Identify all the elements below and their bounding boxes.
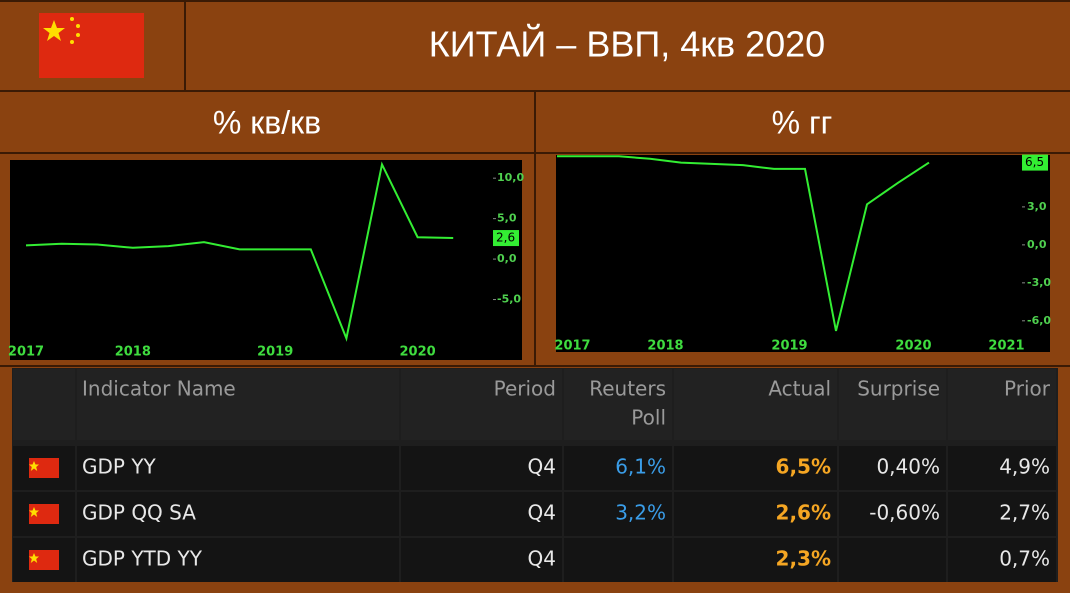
- line: [557, 155, 930, 332]
- y-tick-label: -6,0: [1027, 314, 1051, 327]
- column-header: Actual: [768, 377, 831, 401]
- x-tick-label: 2018: [115, 345, 151, 360]
- row-flag-star: [29, 553, 39, 563]
- frame: [0, 0, 1070, 367]
- column-header: Surprise: [857, 377, 940, 401]
- y-tick-label: 0,0: [1027, 238, 1047, 251]
- table-cell: [839, 492, 946, 536]
- header-cell: [13, 369, 75, 440]
- table-cell: [564, 446, 672, 490]
- chart-panel: [556, 155, 1050, 352]
- row-flag-star: [29, 461, 39, 471]
- x-tick-label: 2019: [257, 345, 293, 360]
- table-value: 0,40%: [876, 455, 940, 479]
- column-header: Poll: [631, 406, 666, 430]
- x-tick-label: 2017: [8, 345, 44, 360]
- y-tick-label: 5,0: [497, 212, 517, 225]
- table-cell: [564, 492, 672, 536]
- y-tick-label: -5,0: [497, 293, 521, 306]
- flag: [39, 13, 144, 78]
- value-label: 2,6: [496, 231, 515, 245]
- table-cell: [401, 446, 562, 490]
- chart-panel: [10, 160, 522, 360]
- table-cell: [77, 492, 399, 536]
- table-value: GDP YTD YY: [82, 547, 203, 571]
- header-cell: [839, 369, 946, 440]
- line: [25, 161, 454, 342]
- column-header: Period: [494, 377, 556, 401]
- header-cell: [77, 369, 399, 440]
- row-flag-star: [29, 507, 39, 517]
- table-value: Q4: [528, 501, 556, 525]
- x-tick-label: 2020: [400, 345, 436, 360]
- column-header: Indicator Name: [82, 377, 236, 401]
- header-cell: [564, 369, 672, 440]
- table-cell: [401, 538, 562, 582]
- table-cell: [674, 538, 837, 582]
- table-cell: [948, 538, 1056, 582]
- chart-title: % кв/кв: [213, 104, 321, 140]
- value-tag: [493, 230, 519, 247]
- table-cell: [77, 538, 399, 582]
- header-cell: [948, 369, 1056, 440]
- table-value: Q4: [528, 547, 556, 571]
- y-tick-label: 3,0: [1027, 200, 1047, 213]
- table-cell: [564, 538, 672, 582]
- table: Indicator Name Period Reuters Poll Actual Sur…: [13, 369, 1056, 582]
- x-tick-label: 2017: [554, 339, 590, 354]
- table-value: 4,9%: [999, 455, 1050, 479]
- table-value: 6,5%: [776, 455, 831, 479]
- y-tick-label: 10,0: [497, 171, 524, 184]
- column-header: Reuters: [589, 377, 666, 401]
- table-cell: [948, 492, 1056, 536]
- table-cell: [674, 446, 837, 490]
- table-value: GDP QQ SA: [82, 501, 196, 525]
- table-value: 6,1%: [615, 455, 666, 479]
- row-flag: [29, 458, 59, 478]
- x-tick-label: 2018: [647, 339, 683, 354]
- value-tag: [1022, 154, 1048, 171]
- x-tick-label: 2020: [895, 339, 931, 354]
- table-cell: [839, 538, 946, 582]
- table-cell: [77, 446, 399, 490]
- chart: -6,0 -3,0 0,0 3,0 2017 2018 2019 2020 2021 6,5: [554, 154, 1051, 354]
- chart: -5,0 0,0 5,0 10,0 2017 2018 2019 2020 2,6: [8, 161, 524, 360]
- table-cell: [674, 492, 837, 536]
- header-cell: [401, 369, 562, 440]
- y-tick-label: 0,0: [497, 252, 517, 265]
- row-flag: [29, 550, 59, 570]
- page-title: КИТАЙ – ВВП, 4кв 2020: [429, 23, 825, 65]
- table-cell: [839, 446, 946, 490]
- column-header: Prior: [1004, 377, 1051, 401]
- y-tick-label: -3,0: [1027, 276, 1051, 289]
- table-cell: [948, 446, 1056, 490]
- chart-title: % гг: [772, 104, 833, 140]
- table-value: 2,7%: [999, 501, 1050, 525]
- table-value: -0,60%: [869, 501, 940, 525]
- x-tick-label: 2019: [771, 339, 807, 354]
- table-value: GDP YY: [82, 455, 157, 479]
- table-value: 2,3%: [776, 547, 831, 571]
- table-value: 2,6%: [776, 501, 831, 525]
- table-value: 0,7%: [999, 547, 1050, 571]
- value-label: 6,5: [1025, 155, 1044, 169]
- table-value: 3,2%: [615, 501, 666, 525]
- x-tick-label: 2021: [988, 339, 1024, 354]
- table-value: Q4: [528, 455, 556, 479]
- table-cell: [401, 492, 562, 536]
- header-cell: [674, 369, 837, 440]
- row-flag: [29, 504, 59, 524]
